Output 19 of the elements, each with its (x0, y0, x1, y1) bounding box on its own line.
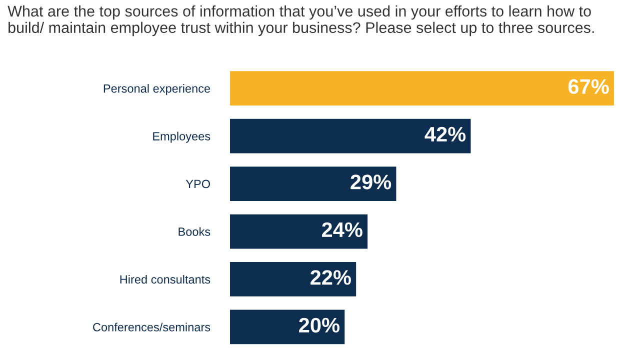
data-label: 42% (424, 126, 466, 142)
data-label: 20% (299, 318, 340, 333)
y-tick-label: Hired consultants (120, 274, 210, 284)
bar (230, 166, 396, 201)
y-tick-label: Employees (153, 132, 210, 143)
data-label: 24% (322, 222, 362, 238)
y-tick-label: YPO (186, 180, 210, 188)
bar (230, 310, 345, 344)
y-tick-label: Conferences/seminars (93, 322, 210, 332)
y-tick-label: Personal experience (104, 84, 210, 96)
data-label: 22% (310, 270, 351, 285)
bar (230, 214, 368, 249)
bar (230, 262, 356, 296)
data-label: 67% (568, 79, 609, 94)
bar (230, 118, 471, 154)
bar (230, 71, 614, 106)
data-label: 29% (350, 174, 392, 190)
chart-title: What are the top sources of information that you’ve used in your efforts to learn how to build/ maintain employee trust within your business? Please select up to three sources. (8, 5, 594, 36)
y-tick-label: Books (178, 227, 210, 236)
